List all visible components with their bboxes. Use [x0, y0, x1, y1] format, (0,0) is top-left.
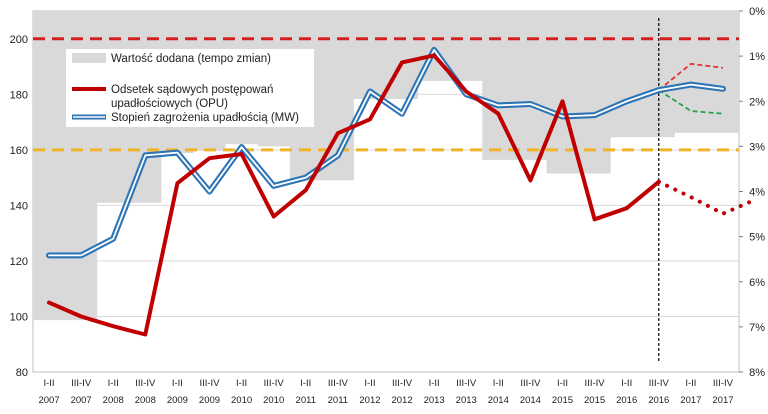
x-tick-label-period: I-II — [493, 378, 504, 389]
x-tick-label-period: I-II — [557, 378, 568, 389]
x-tick-label-year: 2007 — [38, 395, 59, 406]
x-tick-label-period: I-II — [43, 378, 54, 389]
x-tick-label-year: 2014 — [488, 395, 509, 406]
x-tick-label-period: III-IV — [585, 378, 606, 389]
mw-forecast-upper — [658, 62, 724, 91]
x-tick-label-year: 2008 — [103, 395, 124, 406]
axis-ticks: 80 100 120 140 160 180 200 0% 1% 2% 3% 4% 5% 6% 7% 8% I-… — [10, 6, 766, 406]
x-tick-label-period: I-II — [364, 378, 375, 389]
x-tick-label-period: III-IV — [392, 378, 413, 389]
x-tick-label-period: III-IV — [456, 378, 477, 389]
x-tick-label-period: I-II — [685, 378, 696, 389]
y-right-tick-label: 4% — [749, 187, 765, 199]
reference-lines — [33, 18, 739, 362]
opu-line — [47, 53, 661, 337]
x-tick-label-period: III-IV — [520, 378, 541, 389]
x-tick-label-year: 2011 — [328, 395, 348, 406]
y-right-tick-label: 6% — [749, 277, 765, 289]
y-right-tick-label: 3% — [749, 141, 765, 153]
x-tick-label-year: 2011 — [296, 395, 316, 406]
x-tick-label-year: 2014 — [520, 395, 541, 406]
y-right-tick-label: 5% — [749, 232, 765, 244]
legend-label-area: Wartość dodana (tempo zmian) — [111, 53, 271, 65]
y-left-tick-label: 80 — [16, 367, 28, 379]
legend-label-opu-line2: upadłościowych (OPU) — [111, 98, 228, 110]
x-tick-label-year: 2008 — [135, 395, 156, 406]
x-tick-label-year: 2007 — [71, 395, 92, 406]
x-tick-label-period: I-II — [108, 378, 119, 389]
series-lines — [46, 46, 757, 337]
y-right-tick-label: 0% — [749, 6, 765, 18]
x-tick-label-year: 2016 — [648, 395, 669, 406]
y-right-tick-label: 7% — [749, 322, 765, 334]
x-tick-label-year: 2017 — [712, 395, 733, 406]
x-tick-label-year: 2012 — [391, 395, 412, 406]
y-left-tick-label: 140 — [10, 200, 28, 212]
x-tick-label-period: I-II — [429, 378, 440, 389]
x-tick-label-year: 2013 — [424, 395, 445, 406]
y-left-tick-label: 160 — [10, 145, 28, 157]
x-tick-label-year: 2009 — [167, 395, 188, 406]
y-right-tick-label: 2% — [749, 96, 765, 108]
y-left-tick-label: 200 — [10, 34, 28, 46]
x-tick-label-year: 2015 — [584, 395, 605, 406]
x-tick-label-year: 2017 — [680, 395, 701, 406]
opu-forecast — [656, 179, 757, 216]
x-tick-label-year: 2013 — [456, 395, 477, 406]
legend-swatch-area — [72, 53, 106, 63]
mw-line-inner — [48, 49, 724, 257]
x-tick-label-period: I-II — [172, 378, 183, 389]
y-left-tick-label: 180 — [10, 89, 28, 101]
legend-box — [66, 49, 314, 127]
x-tick-label-period: III-IV — [649, 378, 670, 389]
x-tick-label-period: I-II — [621, 378, 632, 389]
x-tick-label-year: 2009 — [199, 395, 220, 406]
mw-forecast-lower — [658, 89, 724, 115]
x-tick-label-period: I-II — [236, 378, 247, 389]
x-tick-label-year: 2010 — [263, 395, 284, 406]
y-right-tick-label: 8% — [749, 367, 765, 379]
y-left-tick-label: 100 — [10, 311, 28, 323]
x-tick-label-year: 2015 — [552, 395, 573, 406]
y-right-tick-label: 1% — [749, 51, 765, 63]
legend: Wartość dodana (tempo zmian) Odsetek sąd… — [66, 49, 314, 127]
x-tick-label-period: III-IV — [135, 378, 156, 389]
x-tick-label-period: III-IV — [713, 378, 734, 389]
x-tick-label-year: 2010 — [231, 395, 252, 406]
x-tick-label-period: I-II — [300, 378, 311, 389]
x-tick-label-year: 2016 — [616, 395, 637, 406]
x-tick-label-period: III-IV — [264, 378, 285, 389]
y-left-tick-label: 120 — [10, 256, 28, 268]
legend-label-mw: Stopień zagrożenia upadłością (MW) — [111, 112, 299, 124]
x-tick-label-year: 2012 — [359, 395, 380, 406]
x-tick-label-period: III-IV — [71, 378, 92, 389]
x-tick-label-period: III-IV — [328, 378, 349, 389]
legend-label-opu-line1: Odsetek sądowych postępowań — [111, 84, 273, 96]
x-tick-label-period: III-IV — [199, 378, 220, 389]
